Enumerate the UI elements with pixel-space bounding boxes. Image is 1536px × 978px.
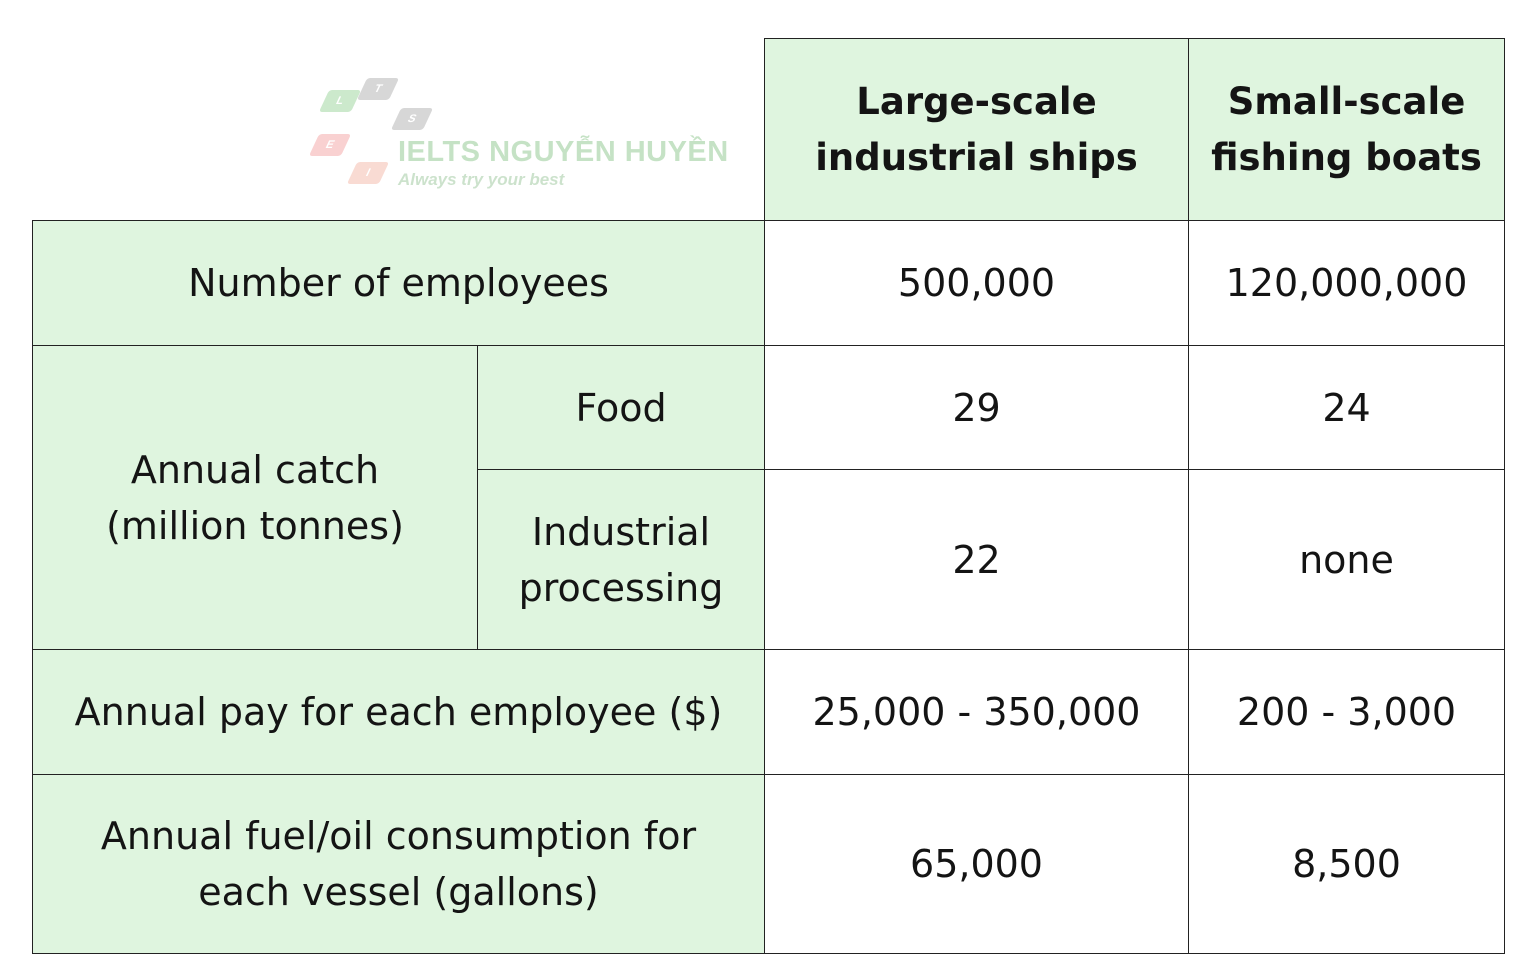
logo-tile-i: I <box>346 162 390 184</box>
logo-tile-e: E <box>308 134 352 156</box>
row-label-annual-catch: Annual catch (million tonnes) <box>32 345 477 649</box>
watermark-brand: IELTS NGUYỄN HUYỀN <box>398 136 729 168</box>
row-label-annual-pay: Annual pay for each employee ($) <box>32 649 764 774</box>
cell-pay-large: 25,000 - 350,000 <box>764 649 1188 774</box>
cell-industrial-small: none <box>1188 469 1505 649</box>
cell-industrial-large: 22 <box>764 469 1188 649</box>
logo-letter-l: L <box>333 95 347 107</box>
watermark-logo: L T S E I IELTS NGUYỄN HUYỀN Always try … <box>300 70 760 200</box>
cell-food-small: 24 <box>1188 345 1505 469</box>
logo-letter-e: E <box>323 139 337 151</box>
cell-fuel-large: 65,000 <box>764 774 1188 954</box>
row-label-fuel-consumption: Annual fuel/oil consumption for each ves… <box>32 774 764 954</box>
logo-letter-t: T <box>371 83 385 95</box>
cell-fuel-small: 8,500 <box>1188 774 1505 954</box>
logo-tile-s: S <box>390 108 434 130</box>
sub-row-label-food: Food <box>477 345 764 469</box>
column-header-large-scale: Large-scale industrial ships <box>764 38 1188 220</box>
cell-employees-large: 500,000 <box>764 220 1188 345</box>
cell-food-large: 29 <box>764 345 1188 469</box>
column-header-small-scale: Small-scale fishing boats <box>1188 38 1505 220</box>
cell-pay-small: 200 - 3,000 <box>1188 649 1505 774</box>
cell-employees-small: 120,000,000 <box>1188 220 1505 345</box>
logo-letter-s: S <box>405 113 419 125</box>
logo-tile-l: L <box>318 90 362 112</box>
sub-row-label-industrial-processing: Industrial processing <box>477 469 764 649</box>
logo-tile-t: T <box>356 78 400 100</box>
watermark-tagline: Always try your best <box>398 170 565 189</box>
logo-letter-i: I <box>363 167 373 179</box>
row-label-employees: Number of employees <box>32 220 764 345</box>
